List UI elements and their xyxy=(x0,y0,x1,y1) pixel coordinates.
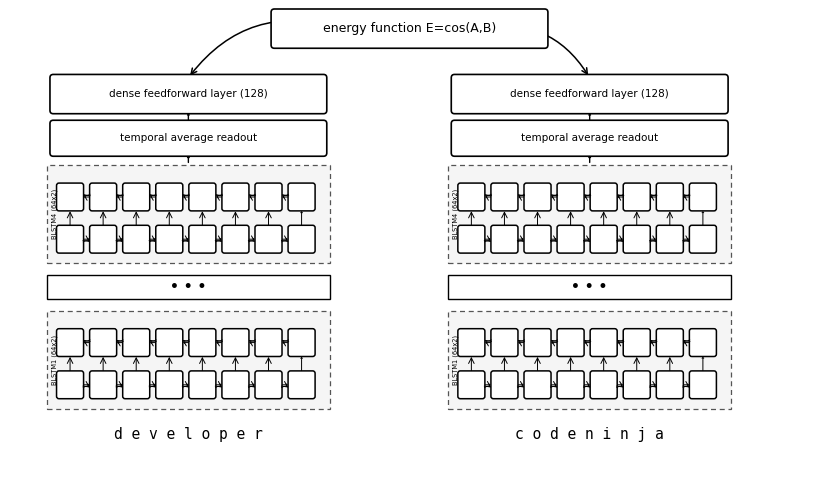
FancyBboxPatch shape xyxy=(524,371,551,399)
FancyBboxPatch shape xyxy=(623,371,650,399)
FancyBboxPatch shape xyxy=(271,9,548,48)
FancyBboxPatch shape xyxy=(222,371,249,399)
FancyBboxPatch shape xyxy=(255,329,282,356)
FancyBboxPatch shape xyxy=(123,329,150,356)
FancyBboxPatch shape xyxy=(524,183,551,211)
FancyBboxPatch shape xyxy=(491,371,518,399)
FancyBboxPatch shape xyxy=(288,183,315,211)
FancyBboxPatch shape xyxy=(57,329,84,356)
FancyBboxPatch shape xyxy=(255,371,282,399)
Text: temporal average readout: temporal average readout xyxy=(521,133,658,143)
Text: BLSTM1 (64x2): BLSTM1 (64x2) xyxy=(52,335,57,385)
Bar xyxy=(449,275,731,299)
Bar xyxy=(47,165,329,263)
FancyBboxPatch shape xyxy=(156,329,183,356)
FancyBboxPatch shape xyxy=(189,225,216,253)
FancyBboxPatch shape xyxy=(156,225,183,253)
Text: energy function E=cos(A,B): energy function E=cos(A,B) xyxy=(323,22,496,35)
Bar xyxy=(47,311,329,409)
FancyBboxPatch shape xyxy=(156,183,183,211)
FancyBboxPatch shape xyxy=(89,329,116,356)
FancyBboxPatch shape xyxy=(123,371,150,399)
FancyBboxPatch shape xyxy=(222,329,249,356)
FancyBboxPatch shape xyxy=(451,120,728,156)
FancyBboxPatch shape xyxy=(189,329,216,356)
FancyBboxPatch shape xyxy=(255,183,282,211)
Text: d e v e l o p e r: d e v e l o p e r xyxy=(114,427,263,442)
FancyBboxPatch shape xyxy=(288,225,315,253)
FancyBboxPatch shape xyxy=(491,183,518,211)
FancyBboxPatch shape xyxy=(590,183,618,211)
Bar xyxy=(449,165,731,263)
FancyBboxPatch shape xyxy=(288,329,315,356)
Text: • • •: • • • xyxy=(572,280,608,294)
FancyBboxPatch shape xyxy=(557,225,584,253)
Text: BLSTM4 (64x2): BLSTM4 (64x2) xyxy=(52,189,57,240)
FancyBboxPatch shape xyxy=(451,74,728,114)
FancyBboxPatch shape xyxy=(491,329,518,356)
Text: dense feedforward layer (128): dense feedforward layer (128) xyxy=(109,89,268,99)
Text: BLSTM1 (64x2): BLSTM1 (64x2) xyxy=(453,335,459,385)
FancyBboxPatch shape xyxy=(50,74,327,114)
FancyBboxPatch shape xyxy=(656,329,683,356)
FancyBboxPatch shape xyxy=(89,183,116,211)
FancyBboxPatch shape xyxy=(524,329,551,356)
FancyBboxPatch shape xyxy=(156,371,183,399)
FancyBboxPatch shape xyxy=(623,329,650,356)
FancyBboxPatch shape xyxy=(557,371,584,399)
FancyBboxPatch shape xyxy=(458,183,485,211)
FancyBboxPatch shape xyxy=(690,183,717,211)
FancyBboxPatch shape xyxy=(656,183,683,211)
FancyBboxPatch shape xyxy=(123,225,150,253)
FancyBboxPatch shape xyxy=(288,371,315,399)
FancyBboxPatch shape xyxy=(57,371,84,399)
FancyBboxPatch shape xyxy=(590,225,618,253)
FancyBboxPatch shape xyxy=(255,225,282,253)
FancyBboxPatch shape xyxy=(690,329,717,356)
FancyBboxPatch shape xyxy=(690,225,717,253)
FancyBboxPatch shape xyxy=(524,225,551,253)
FancyBboxPatch shape xyxy=(458,371,485,399)
Text: c o d e n i n j a: c o d e n i n j a xyxy=(515,427,664,442)
FancyBboxPatch shape xyxy=(222,225,249,253)
FancyBboxPatch shape xyxy=(590,371,618,399)
FancyBboxPatch shape xyxy=(123,183,150,211)
Text: temporal average readout: temporal average readout xyxy=(120,133,257,143)
Text: dense feedforward layer (128): dense feedforward layer (128) xyxy=(510,89,669,99)
FancyBboxPatch shape xyxy=(690,371,717,399)
FancyBboxPatch shape xyxy=(491,225,518,253)
FancyBboxPatch shape xyxy=(623,225,650,253)
Bar xyxy=(449,311,731,409)
FancyBboxPatch shape xyxy=(89,371,116,399)
FancyBboxPatch shape xyxy=(557,183,584,211)
FancyBboxPatch shape xyxy=(557,329,584,356)
FancyBboxPatch shape xyxy=(57,183,84,211)
FancyBboxPatch shape xyxy=(189,183,216,211)
FancyBboxPatch shape xyxy=(189,371,216,399)
FancyBboxPatch shape xyxy=(623,183,650,211)
FancyBboxPatch shape xyxy=(50,120,327,156)
Text: BLSTM4 (64x2): BLSTM4 (64x2) xyxy=(453,189,459,240)
Bar xyxy=(47,275,329,299)
FancyBboxPatch shape xyxy=(656,225,683,253)
Text: • • •: • • • xyxy=(170,280,206,294)
FancyBboxPatch shape xyxy=(458,225,485,253)
FancyBboxPatch shape xyxy=(222,183,249,211)
FancyBboxPatch shape xyxy=(89,225,116,253)
FancyBboxPatch shape xyxy=(590,329,618,356)
FancyBboxPatch shape xyxy=(656,371,683,399)
FancyBboxPatch shape xyxy=(458,329,485,356)
FancyBboxPatch shape xyxy=(57,225,84,253)
